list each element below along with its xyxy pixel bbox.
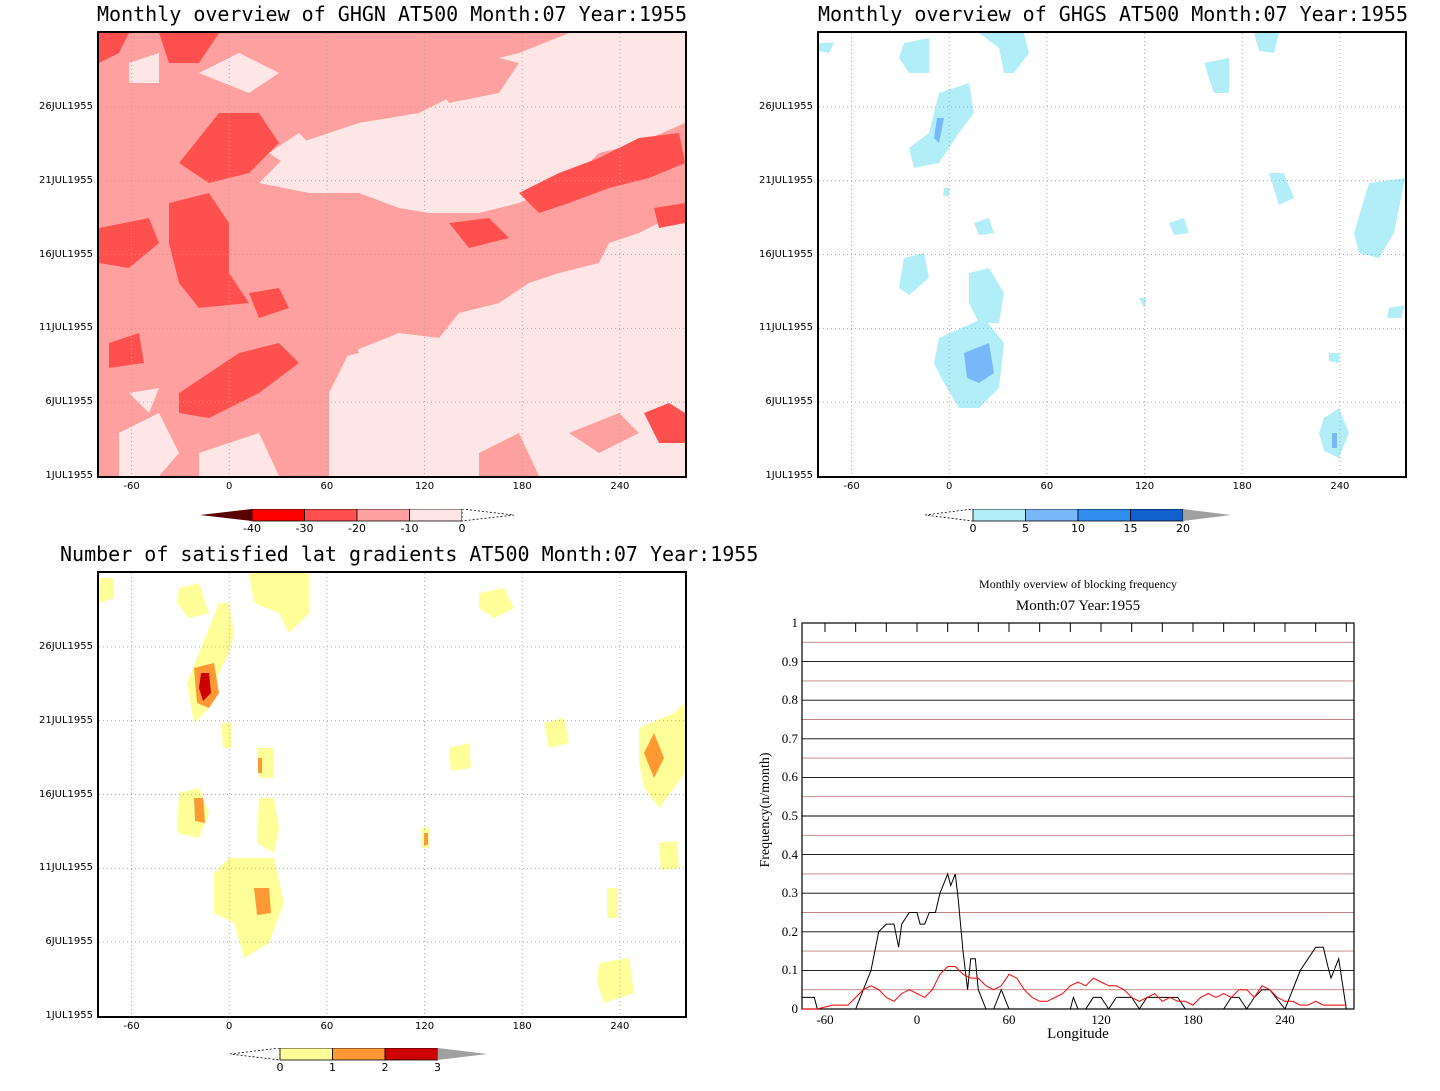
y-tick-label: 6JUL1955 xyxy=(45,396,93,408)
contour-field xyxy=(819,33,1405,458)
x-tick-label: -60 xyxy=(123,481,140,492)
x-tick-label: 240 xyxy=(610,1021,630,1032)
colorbar-lat-gradients: 0 1 2 3 xyxy=(229,1047,500,1077)
colorbar-end-triangle xyxy=(437,1048,488,1060)
x-tick-label: 240 xyxy=(1275,1012,1295,1027)
x-tick-label: 0 xyxy=(226,1021,233,1032)
y-tick-label: 1JUL1955 xyxy=(765,470,813,481)
y-tick-label: 0.1 xyxy=(781,962,798,978)
x-axis-label: Longitude xyxy=(1047,1026,1109,1042)
y-tick-label: 0 xyxy=(791,1001,799,1016)
colorbar-end-triangle xyxy=(1183,509,1231,521)
series-line-black xyxy=(802,872,1347,1010)
colorbar-end-triangle xyxy=(924,508,974,522)
x-tick-label: 0 xyxy=(226,481,233,492)
y-tick-label: 26JUL1955 xyxy=(758,100,813,112)
x-tick-label: 180 xyxy=(1183,1012,1203,1027)
y-tick-label: 1JUL1955 xyxy=(45,1010,93,1021)
colorbar-label: 0 xyxy=(969,522,977,535)
y-tick-label: 21JUL1955 xyxy=(38,174,93,186)
y-tick-label: 26JUL1955 xyxy=(38,100,93,112)
colorbar-end-triangle xyxy=(461,508,515,522)
colorbar-label: 0 xyxy=(458,522,466,535)
colorbar-end-triangle xyxy=(200,509,252,521)
x-tick-label: 0 xyxy=(946,481,953,492)
y-tick-label: 1JUL1955 xyxy=(45,470,93,481)
y-tick-label: 0.5 xyxy=(781,808,798,823)
x-tick-label: 120 xyxy=(415,1021,435,1032)
x-tick-label: 180 xyxy=(1232,481,1252,492)
y-tick-label: 0.2 xyxy=(781,923,798,939)
colorbar-label: 10 xyxy=(1071,522,1085,535)
x-tick-label: 240 xyxy=(610,481,630,492)
y-tick-label: 0.7 xyxy=(781,730,798,746)
y-tick-label: 11JUL1955 xyxy=(38,322,93,334)
y-tick-label: 6JUL1955 xyxy=(45,936,93,948)
colorbar-label: -20 xyxy=(348,522,366,535)
colorbar-label: -10 xyxy=(400,522,419,535)
x-tick-label: 240 xyxy=(1330,481,1350,492)
colorbar-label: 3 xyxy=(434,1061,441,1074)
y-tick-label: 11JUL1955 xyxy=(38,862,93,874)
contour-plot-lat-gradients xyxy=(97,571,687,1018)
x-tick-label: 120 xyxy=(1091,1012,1111,1027)
colorbar-label: 20 xyxy=(1176,522,1190,535)
colorbar-label: 15 xyxy=(1123,522,1138,535)
x-tick-label: 60 xyxy=(1040,481,1054,492)
y-tick-label: 16JUL1955 xyxy=(38,248,93,260)
y-tick-label: 0.8 xyxy=(781,692,798,708)
y-tick-label: 6JUL1955 xyxy=(765,396,813,408)
contour-plot-ghgn xyxy=(97,31,687,478)
x-tick-label: 120 xyxy=(415,481,435,492)
series-line-red xyxy=(802,966,1347,1010)
colorbar-label: 1 xyxy=(329,1061,336,1074)
y-tick-label: 1 xyxy=(791,615,799,630)
grid-overlay xyxy=(819,33,1405,476)
colorbar-label: -30 xyxy=(295,522,314,535)
panel-title: Number of satisfied lat gradients AT500 … xyxy=(60,542,759,566)
panel-title: Monthly overview of GHGN AT500 Month:07 … xyxy=(96,2,687,26)
colorbar-label: 5 xyxy=(1022,522,1029,535)
contour-plot-ghgs xyxy=(817,31,1407,478)
y-tick-label: 16JUL1955 xyxy=(38,788,93,800)
y-tick-label: 21JUL1955 xyxy=(758,174,813,186)
line-chart-subtitle: Month:07 Year:1955 xyxy=(1015,598,1141,614)
y-tick-label: 16JUL1955 xyxy=(758,248,813,260)
panel-title: Monthly overview of GHGS AT500 Month:07 … xyxy=(817,2,1408,26)
y-tick-label: 0.4 xyxy=(781,846,798,862)
colorbar-label: 2 xyxy=(381,1061,389,1074)
y-tick-label: 11JUL1955 xyxy=(758,322,813,334)
x-tick-label: -60 xyxy=(816,1012,834,1027)
grid-overlay xyxy=(99,573,685,1016)
colorbar-label: 0 xyxy=(276,1061,284,1074)
x-tick-label: 180 xyxy=(512,481,532,492)
y-tick-label: 0.6 xyxy=(781,769,798,785)
x-tick-label: -60 xyxy=(123,1021,140,1032)
x-tick-label: 0 xyxy=(913,1012,921,1027)
contour-field xyxy=(99,573,685,1003)
x-tick-label: 60 xyxy=(1002,1012,1016,1027)
line-chart-title: Monthly overview of blocking frequency xyxy=(979,577,1177,591)
colorbar-ghgs: 0 5 10 15 20 xyxy=(924,508,1245,538)
x-tick-label: 60 xyxy=(320,1021,334,1032)
x-tick-label: 60 xyxy=(320,481,334,492)
y-tick-label: 0.3 xyxy=(781,885,798,901)
y-tick-label: 0.9 xyxy=(781,653,798,669)
y-tick-label: 26JUL1955 xyxy=(38,640,93,652)
colorbar-ghgn: -40 -30 -20 -10 0 xyxy=(200,508,520,538)
x-tick-label: 120 xyxy=(1135,481,1155,492)
grid-overlay xyxy=(99,33,685,476)
x-tick-label: 180 xyxy=(512,1021,532,1032)
colorbar-label: -40 xyxy=(243,522,261,535)
x-tick-label: -60 xyxy=(843,481,860,492)
y-tick-label: 21JUL1955 xyxy=(38,714,93,726)
